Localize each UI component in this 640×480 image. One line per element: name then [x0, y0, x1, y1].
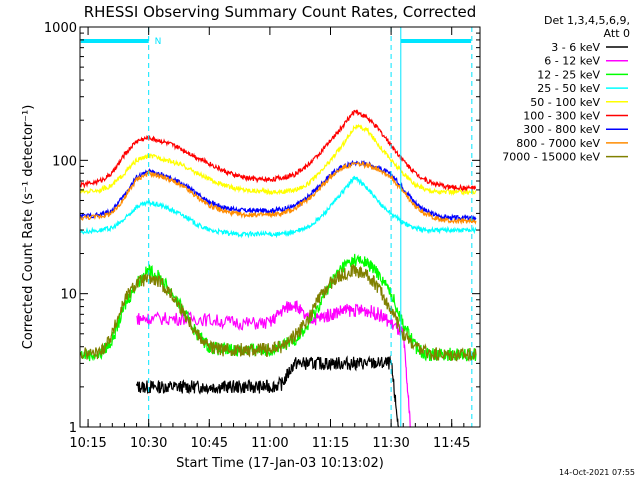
legend-entry-label: 7000 - 15000 keV	[502, 151, 600, 164]
legend-entry-label: 100 - 300 keV	[523, 110, 600, 123]
series-line-100-300keV	[80, 109, 477, 193]
y-tick-label: 1000	[44, 21, 77, 36]
legend-header-attenuator: Att 0	[604, 27, 630, 40]
plot-frame	[79, 26, 481, 428]
x-tick-label: 11:45	[433, 436, 470, 451]
annotation-layer: N	[80, 27, 473, 427]
legend-entry-label: 6 - 12 keV	[544, 55, 600, 68]
series-line-300-800keV	[80, 159, 477, 223]
legend-entry-label: 12 - 25 keV	[537, 68, 600, 81]
legend-entry-label: 300 - 800 keV	[523, 123, 600, 136]
legend-entry-label: 25 - 50 keV	[537, 82, 600, 95]
x-tick-label: 10:30	[130, 436, 167, 451]
x-tick-label: 10:15	[69, 436, 106, 451]
y-axis: 1 10 100 1000	[44, 21, 480, 436]
night-label: N	[155, 37, 162, 47]
series-line-7000-15000keV	[80, 263, 477, 362]
legend-entry-label: 3 - 6 keV	[551, 41, 600, 54]
legend-entry-label: 50 - 100 keV	[530, 96, 600, 109]
legend-header-detectors: Det 1,3,4,5,6,9,	[544, 14, 630, 27]
series-line-3-6keV	[136, 355, 399, 428]
series-line-25-50keV	[80, 175, 477, 239]
chart-title: RHESSI Observing Summary Count Rates, Co…	[84, 3, 477, 21]
series-line-50-100keV	[80, 123, 477, 197]
legend-entry-label: 800 - 7000 keV	[516, 137, 600, 150]
y-tick-label: 1	[69, 421, 77, 436]
x-axis: 10:15 10:30 10:45 11:00 11:15 11:30 11:45	[69, 27, 470, 451]
series-line-800-7000keV	[80, 160, 477, 225]
y-axis-label: Corrected Count Rate (s⁻¹ detector⁻¹)	[21, 105, 36, 350]
x-tick-label: 11:30	[372, 436, 409, 451]
y-tick-label: 100	[52, 154, 77, 169]
x-tick-label: 11:00	[251, 436, 288, 451]
x-tick-label: 10:45	[191, 436, 228, 451]
x-axis-label: Start Time (17-Jan-03 10:13:02)	[176, 456, 384, 471]
night-interval-bar	[400, 39, 472, 43]
series-layer	[80, 109, 477, 428]
x-tick-label: 11:15	[312, 436, 349, 451]
series-line-6-12keV	[136, 300, 411, 428]
y-tick-label: 10	[60, 288, 77, 303]
night-interval-bar	[80, 39, 149, 43]
footer-date: 14-Oct-2021 07:55	[559, 468, 635, 477]
